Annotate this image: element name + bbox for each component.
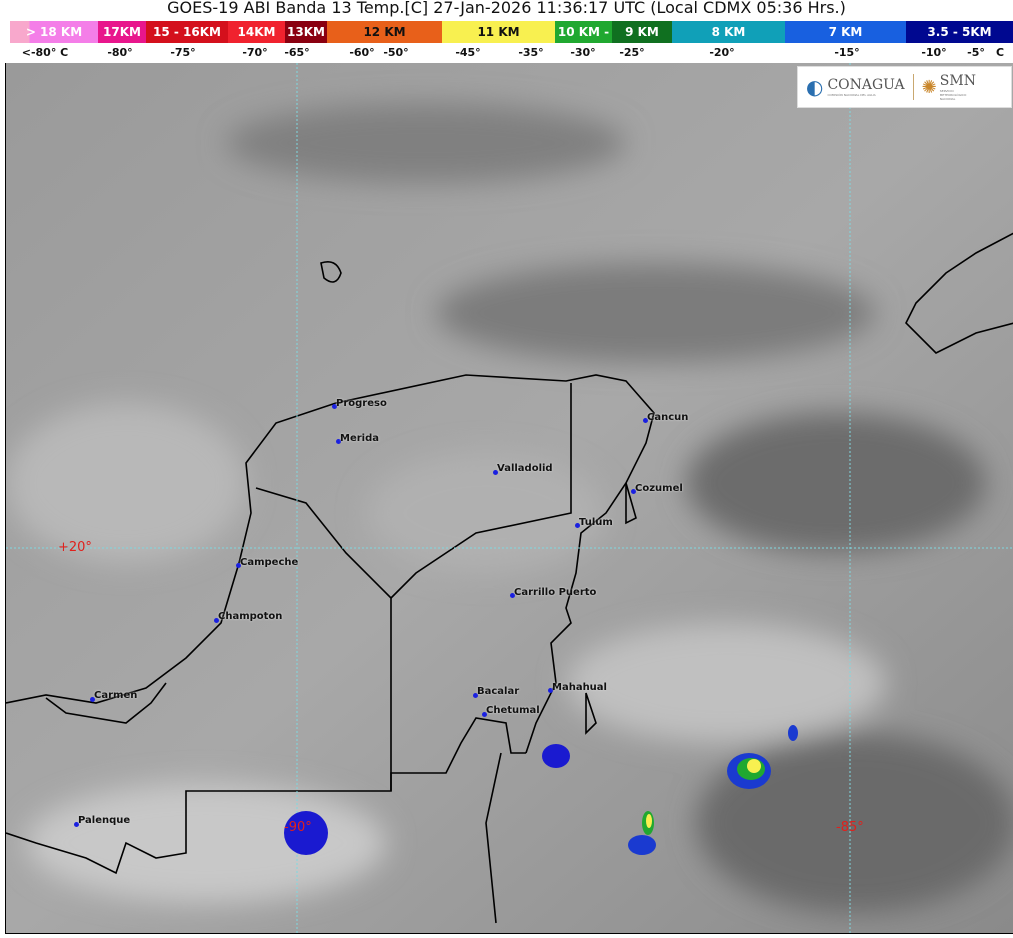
city-dot (631, 489, 636, 494)
legend-tick: -45° (455, 46, 481, 59)
city-label: Carrillo Puerto (514, 587, 597, 598)
city-label: Merida (340, 433, 379, 444)
legend-band: 9 KM (612, 21, 672, 43)
smn-subtitle: SERVICIO METEOROLÓGICO NACIONAL (939, 89, 967, 101)
legend-band: 10 KM - (555, 21, 612, 43)
graticule (6, 63, 1013, 933)
cloud-texture (6, 103, 1013, 913)
conagua-wave-icon: ◐ (806, 75, 824, 99)
city-label: Cancun (647, 412, 689, 423)
smn-spiral-icon: ✺ (921, 76, 937, 98)
smn-logo-text: SMN (939, 73, 976, 89)
legend-tick: -75° (170, 46, 196, 59)
map-canvas (6, 63, 1013, 933)
legend-tick: -50° (383, 46, 409, 59)
legend-band: 8 KM (672, 21, 785, 43)
city-dot (493, 470, 498, 475)
city-label: Progreso (336, 398, 387, 409)
legend-band: 11 KM (442, 21, 555, 43)
city-dot (482, 712, 487, 717)
city-dot (548, 688, 553, 693)
city-dot (74, 822, 79, 827)
latitude-label: +20° (58, 540, 92, 555)
city-dot (510, 593, 515, 598)
city-dot (643, 418, 648, 423)
legend-tick: -10° (921, 46, 947, 59)
city-label: Palenque (78, 815, 131, 826)
city-dot (236, 563, 241, 568)
legend-tick: -30° (570, 46, 596, 59)
convective-cells (284, 725, 798, 855)
legend-tick: -70° (242, 46, 268, 59)
legend-tick: -80° (107, 46, 133, 59)
city-label: Chetumal (486, 705, 540, 716)
city-dot (575, 523, 580, 528)
city-label: Cozumel (635, 483, 683, 494)
legend-band: 7 KM (785, 21, 906, 43)
legend-band: > 18 KM (10, 21, 98, 43)
city-label: Mahahual (552, 682, 607, 693)
legend-tick: -15° (834, 46, 860, 59)
legend-tick: -25° (619, 46, 645, 59)
longitude-label: -85° (836, 820, 864, 835)
legend-band: 12 KM (327, 21, 442, 43)
city-label: Campeche (240, 557, 299, 568)
conagua-subtitle: COMISIÓN NACIONAL DEL AGUA (827, 93, 876, 97)
city-label: Tulum (579, 517, 613, 528)
legend-tick: -5° (967, 46, 985, 59)
legend-band: 14KM (228, 21, 285, 43)
city-label: Champoton (218, 611, 283, 622)
legend-band: 15 - 16KM (146, 21, 228, 43)
legend-tick: -65° (284, 46, 310, 59)
city-label: Bacalar (477, 686, 520, 697)
city-dot (332, 404, 337, 409)
legend-tick: C (995, 46, 1005, 59)
city-label: Carmen (94, 690, 138, 701)
longitude-label: -90° (284, 820, 312, 835)
city-dot (336, 439, 341, 444)
agency-logos: ◐ CONAGUA COMISIÓN NACIONAL DEL AGUA ✺ S… (797, 66, 1012, 108)
city-dot (90, 697, 95, 702)
coastlines (6, 232, 1013, 924)
legend-tick: -20° (709, 46, 735, 59)
city-dot (214, 618, 219, 623)
satellite-map: +20° -90° -85° Progreso Merida Valladoli… (5, 63, 1013, 934)
legend-tick: -35° (518, 46, 544, 59)
logo-divider (912, 74, 914, 100)
legend-band: 3.5 - 5KM (906, 21, 1013, 43)
legend-tick: <-80° C (21, 46, 69, 59)
city-label: Valladolid (497, 463, 553, 474)
image-title: GOES-19 ABI Banda 13 Temp.[C] 27-Jan-202… (167, 0, 846, 17)
conagua-logo-text: CONAGUA (827, 77, 905, 93)
legend-band: 17KM (98, 21, 146, 43)
legend-tick: -60° (349, 46, 375, 59)
legend-band: 13KM (285, 21, 327, 43)
city-dot (473, 693, 478, 698)
